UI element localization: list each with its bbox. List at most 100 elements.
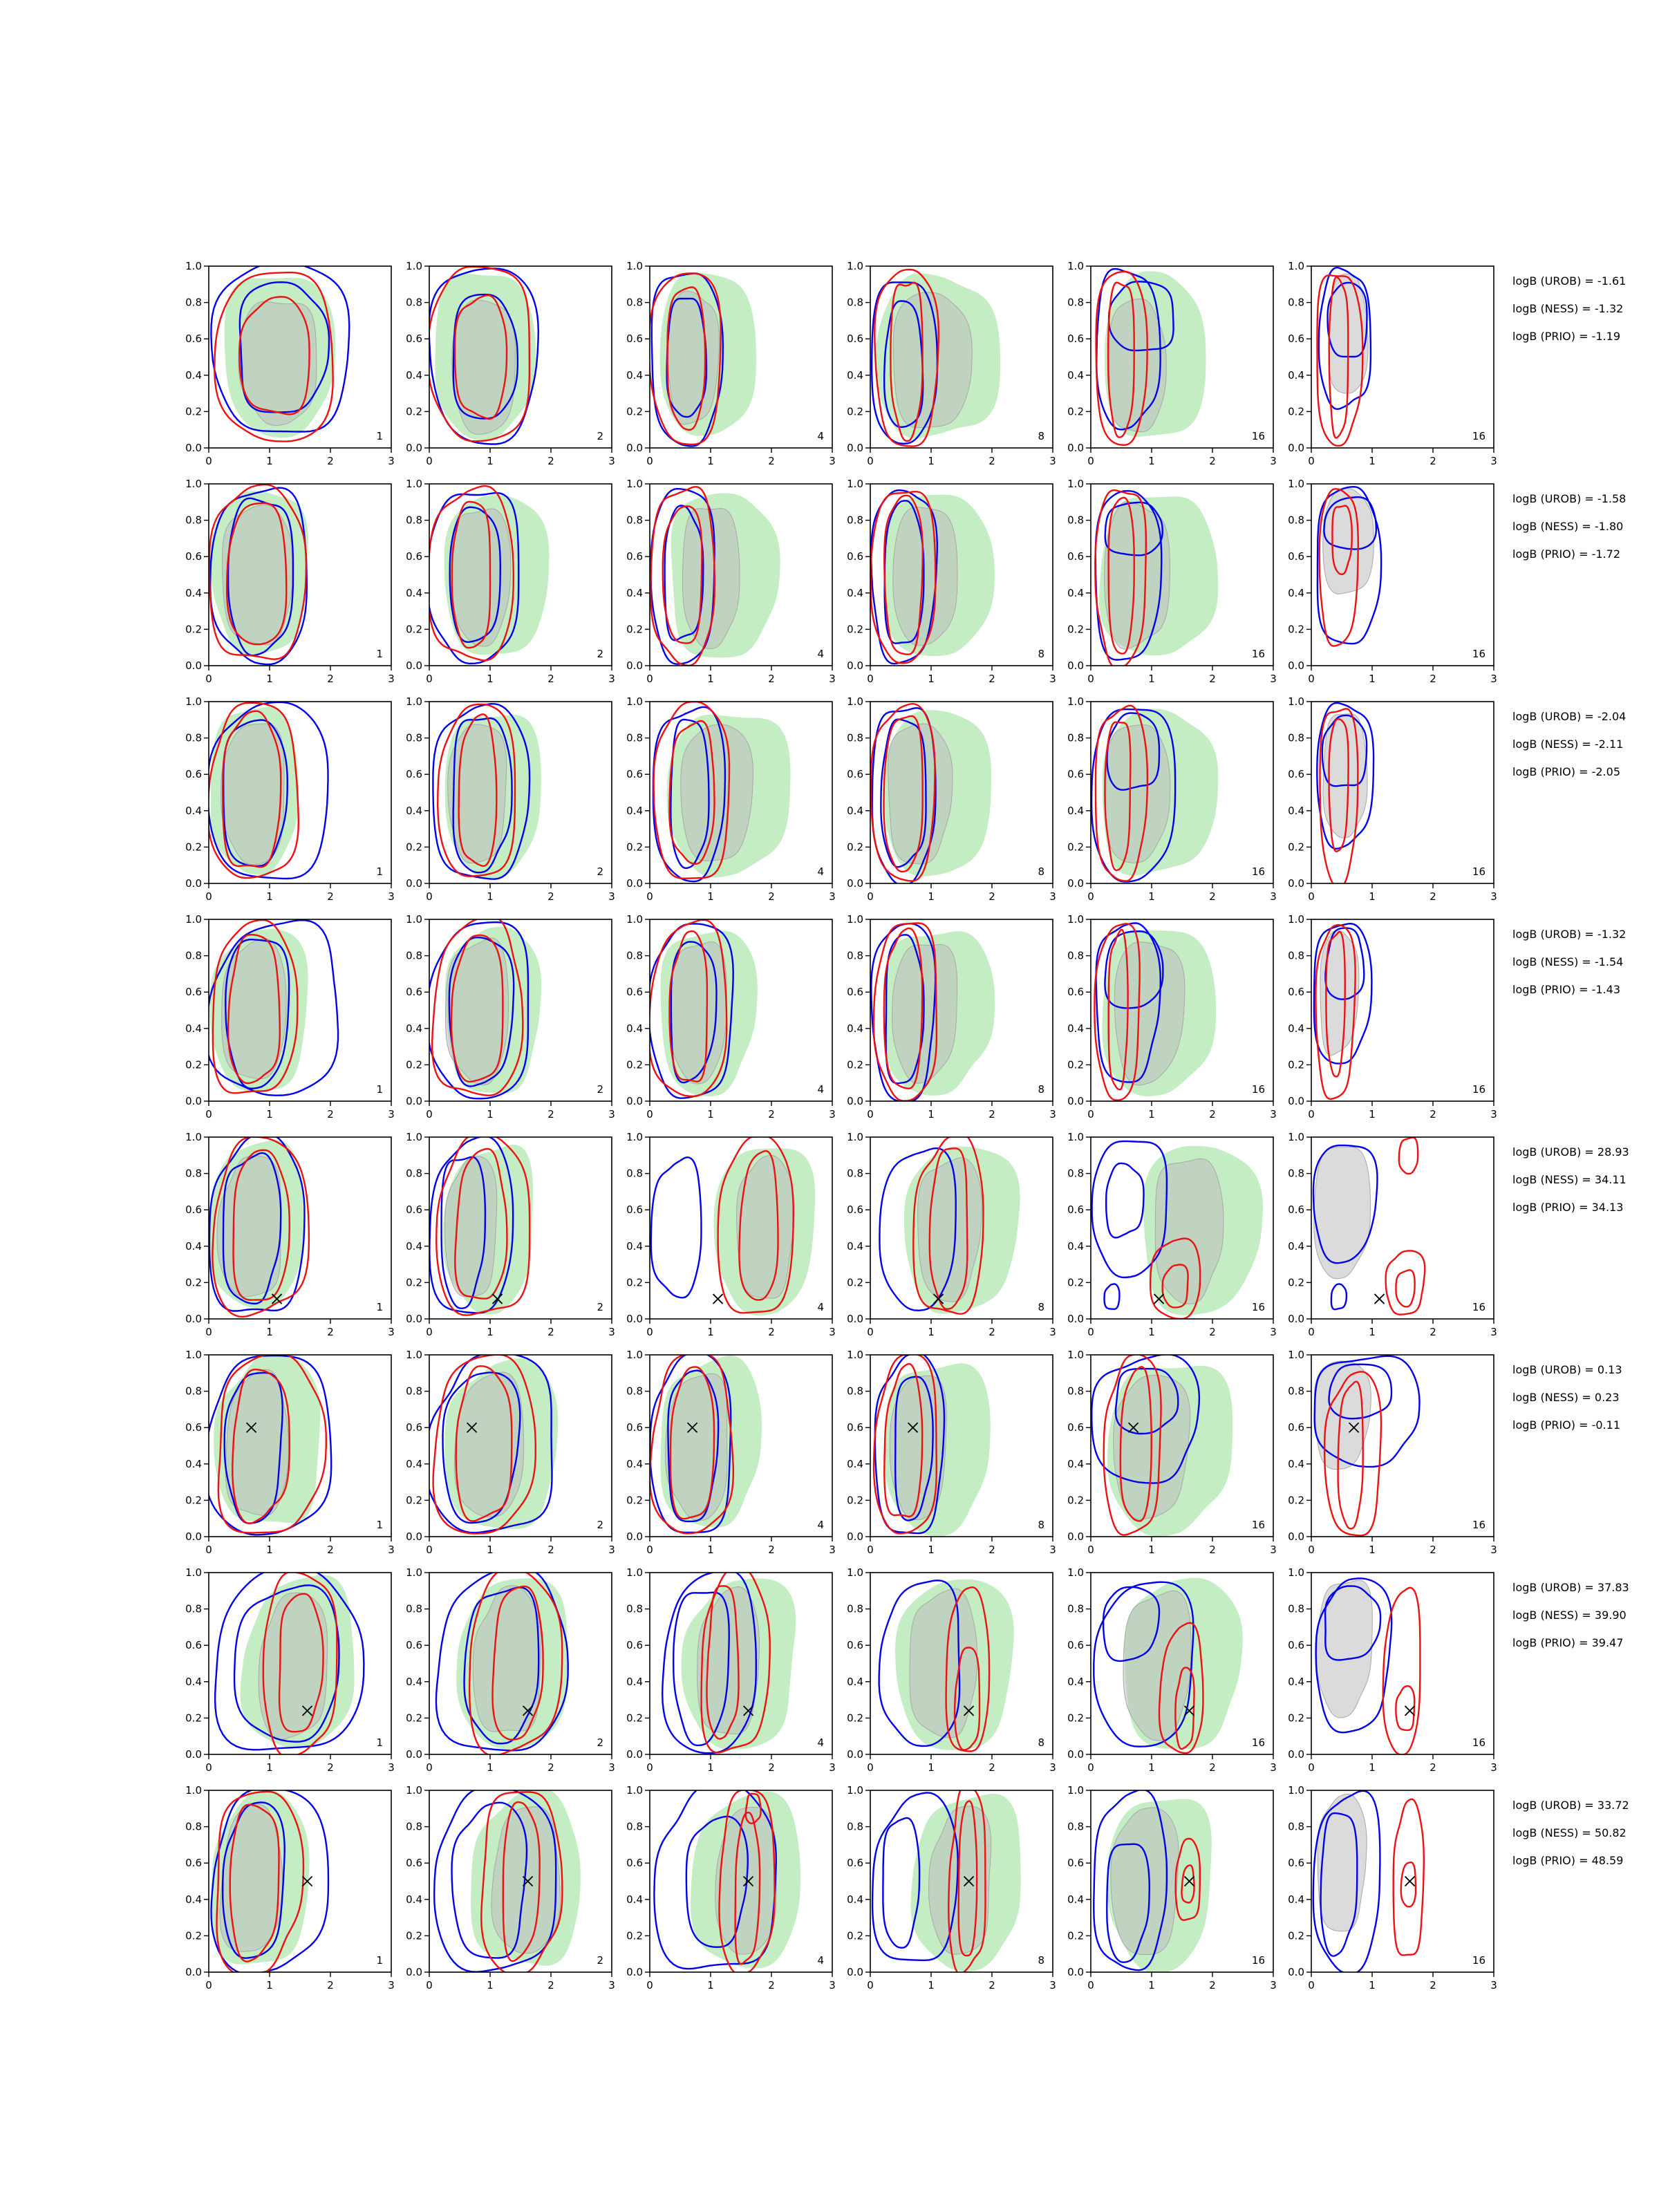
- subplot-r6-c1: 0 1 2 3 0.0 0.2 0.4 0.6 0.8 1.0 1: [185, 1349, 395, 1556]
- blue-contour: [1328, 1363, 1393, 1420]
- x-tick-label: 0: [646, 455, 653, 467]
- y-tick-label: 0.0: [1288, 1313, 1304, 1325]
- y-tick-label: 0.0: [1067, 659, 1084, 672]
- x-tick-label: 1: [1369, 1326, 1376, 1338]
- x-tick-label: 1: [707, 1544, 714, 1556]
- panel-sample-size-label: 1: [376, 1954, 383, 1967]
- axes-frame: [649, 1572, 833, 1755]
- y-tick-label: 0.8: [406, 950, 422, 962]
- y-tick-label: 0.4: [626, 805, 643, 817]
- plot-area: [1313, 922, 1373, 1100]
- x-tick-label: 2: [988, 890, 995, 903]
- logb-annotations-row-8: logB (UROB) = 33.72 logB (NESS) = 50.82 lo…: [1512, 1799, 1629, 1867]
- panel-sample-size-label: 2: [597, 1519, 603, 1531]
- logb-text: logB (NESS) = 39.90: [1512, 1609, 1627, 1622]
- plot-area: [870, 702, 992, 883]
- blue-contour: [225, 938, 290, 1089]
- y-tick-label: 0.0: [185, 1966, 202, 1978]
- x-tick-label: 0: [646, 890, 653, 903]
- y-tick-label: 0.0: [406, 877, 422, 890]
- red-contour: [734, 1811, 761, 1965]
- y-tick-label: 0.6: [1288, 1421, 1304, 1434]
- y-tick-label: 0.0: [1067, 877, 1084, 890]
- plot-area: [429, 485, 550, 665]
- y-tick-label: 0.2: [185, 1929, 202, 1942]
- logb-text: logB (PRIO) = -2.05: [1512, 765, 1620, 778]
- y-tick-label: 1.0: [626, 1566, 643, 1579]
- y-tick-label: 1.0: [406, 1784, 422, 1797]
- blue-contour: [1316, 702, 1375, 850]
- x-tick-label: 1: [1148, 1326, 1155, 1338]
- y-tick-label: 0.4: [406, 587, 422, 599]
- x-tick-label: 0: [1308, 1979, 1315, 1991]
- x-tick-label: 2: [1430, 1108, 1436, 1121]
- y-tick-label: 0.4: [847, 1022, 863, 1035]
- subplot-r4-c3: 0 1 2 3 0.0 0.2 0.4 0.6 0.8 1.0 4: [626, 913, 836, 1121]
- blue-contour: [871, 281, 939, 445]
- subplot-r8-c2: 0 1 2 30.00.20.40.60.81.02: [406, 1784, 615, 1991]
- x-tick-label: 3: [1049, 1761, 1056, 1774]
- y-tick-label: 1.0: [847, 913, 863, 926]
- axes-frame: [1090, 1354, 1274, 1537]
- red-contour: [1181, 1864, 1195, 1904]
- plot-area: [429, 266, 540, 445]
- y-tick-label: 1.0: [185, 478, 202, 490]
- blue-contour: [1103, 1283, 1121, 1310]
- y-tick-label: 1.0: [406, 260, 422, 272]
- y-tick-label: 0.8: [185, 514, 202, 527]
- x-tick-label: 3: [1049, 1544, 1056, 1556]
- panel-sample-size-label: 1: [376, 430, 383, 442]
- x-tick-label: 3: [1270, 673, 1277, 685]
- y-tick-label: 0.8: [626, 732, 643, 744]
- x-tick-label: 3: [829, 1544, 836, 1556]
- y-tick-label: 0.0: [185, 1095, 202, 1107]
- panel-sample-size-label: 8: [1038, 865, 1044, 878]
- y-tick-label: 0.6: [406, 768, 422, 780]
- red-contour: [1395, 1685, 1416, 1732]
- plot-area: [1313, 1355, 1421, 1537]
- red-contour: [1104, 721, 1132, 872]
- red-contour: [1094, 923, 1141, 1101]
- x-tick-label: 0: [1308, 1108, 1315, 1121]
- x-tick-label: 1: [1369, 1761, 1376, 1774]
- subplot-r4-c1: 0 1 2 3 0.0 0.2 0.4 0.6 0.8 1.0 1: [185, 913, 395, 1121]
- red-contour: [1392, 1798, 1425, 1956]
- y-tick-label: 0.8: [626, 514, 643, 527]
- blue-contour: [1315, 1577, 1393, 1734]
- x-tick-label: 2: [547, 1544, 554, 1556]
- axes-frame: [870, 265, 1053, 449]
- axes-frame: [208, 1136, 392, 1320]
- y-tick-label: 0.4: [847, 805, 863, 817]
- true-value-marker: [742, 1705, 754, 1716]
- y-tick-label: 0.4: [847, 1240, 863, 1253]
- y-tick-label: 0.4: [406, 1458, 422, 1470]
- blue-contour: [685, 1815, 749, 1949]
- x-tick-label: 3: [388, 1108, 395, 1121]
- plot-area: [435, 1573, 569, 1754]
- axes-frame: [1311, 1790, 1494, 1973]
- axes-frame: [429, 701, 612, 884]
- x-tick-label: 0: [1087, 1979, 1094, 1991]
- x-tick-label: 2: [768, 1544, 775, 1556]
- true-value-marker: [1183, 1705, 1195, 1716]
- red-contour: [209, 702, 300, 879]
- y-tick-label: 1.0: [626, 1349, 643, 1361]
- y-tick-label: 0.6: [847, 550, 863, 563]
- y-tick-label: 0.4: [1067, 1458, 1084, 1470]
- x-tick-label: 3: [1270, 1108, 1277, 1121]
- red-contour: [262, 1573, 338, 1754]
- y-tick-label: 0.8: [1288, 732, 1304, 744]
- panel-sample-size-label: 4: [817, 430, 824, 442]
- x-tick-label: 2: [547, 455, 554, 467]
- y-tick-label: 0.2: [185, 405, 202, 418]
- y-tick-label: 0.2: [1067, 841, 1084, 853]
- grey-density-region: [1154, 1158, 1224, 1304]
- y-tick-label: 0.8: [1067, 297, 1084, 309]
- logb-annotations-row-4: logB (UROB) = -1.32 logB (NESS) = -1.54 lo…: [1512, 928, 1626, 996]
- y-tick-label: 0.0: [185, 1313, 202, 1325]
- red-contour: [1094, 489, 1147, 666]
- x-tick-label: 2: [768, 1761, 775, 1774]
- red-contour: [650, 272, 722, 446]
- y-tick-label: 0.0: [1288, 1095, 1304, 1107]
- subplot-r3-c2: 0 1 2 30.00.20.40.60.81.02: [406, 695, 615, 903]
